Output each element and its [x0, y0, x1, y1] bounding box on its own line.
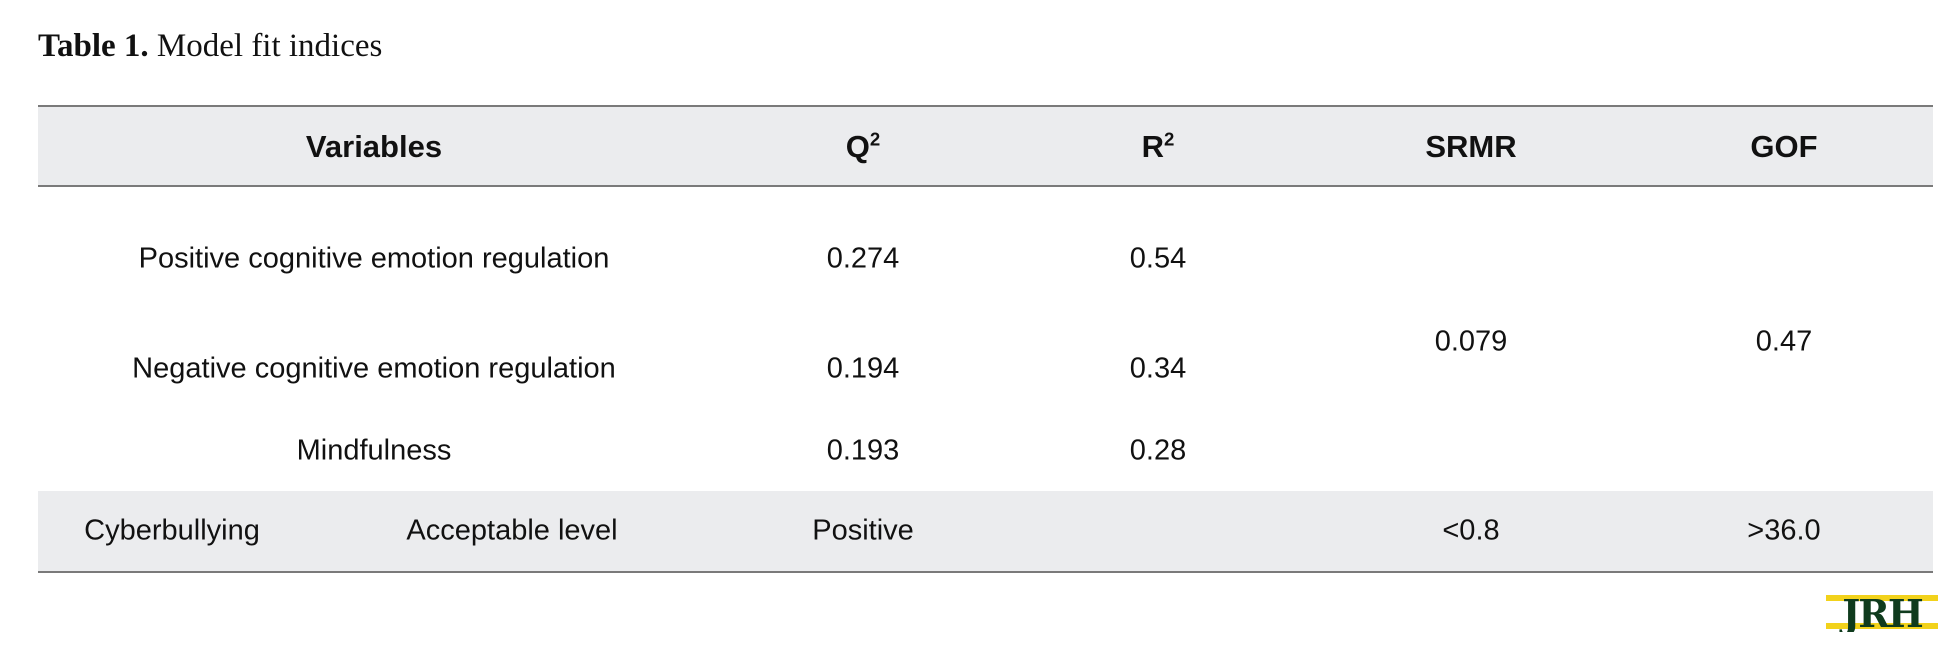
header-variables: Variables	[305, 129, 443, 164]
table-caption-label: Table 1.	[38, 28, 149, 64]
logo-text: JRH	[1839, 592, 1923, 632]
footer-q2: Positive	[812, 514, 914, 547]
row-1-q2: 0.274	[826, 242, 900, 275]
logo-bottom-bar	[1826, 623, 1938, 629]
row-2-variable: Negative cognitive emotion regulation	[132, 352, 616, 385]
table-footer-row: Cyberbullying Acceptable level Positive …	[38, 491, 1933, 573]
row-1-r2: 0.54	[1129, 242, 1187, 275]
row-3-variable: Mindfulness	[296, 434, 452, 467]
row-2-q2: 0.194	[826, 352, 900, 385]
jrh-logo: JRH	[1826, 592, 1938, 632]
logo-top-bar	[1826, 595, 1938, 601]
header-q2: Q2	[846, 129, 880, 165]
merged-srmr: 0.079	[1434, 325, 1508, 358]
header-srmr: SRMR	[1425, 129, 1517, 164]
table-header-row: Variables Q2 R2 SRMR GOF	[38, 105, 1933, 187]
merged-gof: 0.47	[1755, 325, 1813, 358]
header-r2: R2	[1142, 129, 1175, 165]
footer-srmr: <0.8	[1442, 514, 1500, 547]
footer-gof: >36.0	[1747, 514, 1821, 547]
footer-col1: Cyberbullying	[84, 514, 260, 547]
header-r2-sup: 2	[1164, 128, 1175, 150]
row-1-variable: Positive cognitive emotion regulation	[138, 242, 610, 275]
footer-col2: Acceptable level	[406, 514, 618, 547]
header-q2-sup: 2	[869, 128, 881, 150]
header-q2-base: Q	[845, 129, 870, 164]
header-gof: GOF	[1750, 129, 1818, 164]
table-caption-title: Model fit indices	[156, 28, 383, 64]
header-r2-base: R	[1141, 129, 1165, 164]
row-3-r2: 0.28	[1129, 434, 1187, 467]
row-2-r2: 0.34	[1129, 352, 1187, 385]
table-caption: Table 1. Model fit indices	[38, 28, 382, 65]
row-3-q2: 0.193	[826, 434, 900, 467]
